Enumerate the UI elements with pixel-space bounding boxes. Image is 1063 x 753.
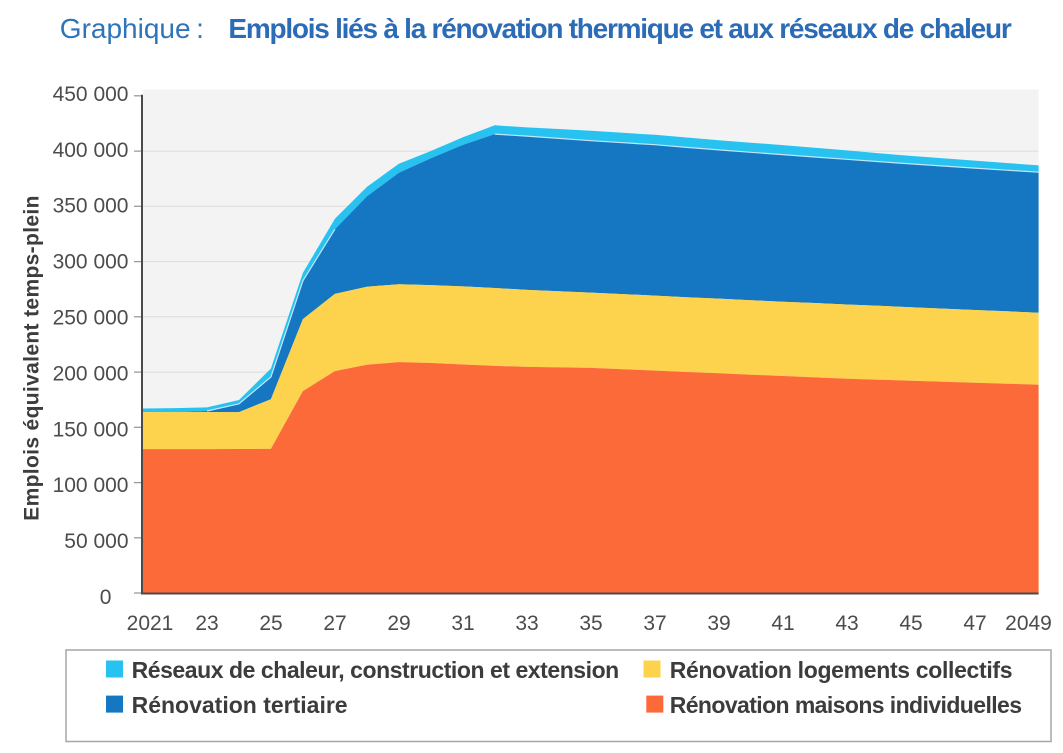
svg-text:27: 27 bbox=[323, 612, 346, 635]
svg-text:Rénovation maisons individuell: Rénovation maisons individuelles bbox=[670, 692, 1022, 718]
svg-text:31: 31 bbox=[451, 612, 474, 635]
svg-text:45: 45 bbox=[899, 612, 922, 635]
svg-text:Graphique :: Graphique : bbox=[60, 13, 204, 44]
svg-text:37: 37 bbox=[643, 612, 666, 635]
svg-text:Rénovation logements collectif: Rénovation logements collectifs bbox=[670, 657, 1013, 683]
svg-text:200 000: 200 000 bbox=[53, 362, 129, 385]
svg-text:2021: 2021 bbox=[127, 612, 174, 635]
svg-text:23: 23 bbox=[195, 612, 218, 635]
svg-text:Rénovation tertiaire: Rénovation tertiaire bbox=[132, 692, 348, 718]
svg-text:50 000: 50 000 bbox=[64, 530, 128, 553]
svg-text:39: 39 bbox=[707, 612, 730, 635]
svg-text:Emplois équivalent temps-plein: Emplois équivalent temps-plein bbox=[21, 195, 44, 521]
svg-text:29: 29 bbox=[387, 612, 410, 635]
svg-text:35: 35 bbox=[579, 612, 602, 635]
svg-text:300 000: 300 000 bbox=[53, 251, 129, 274]
svg-text:400 000: 400 000 bbox=[53, 139, 129, 162]
svg-text:150 000: 150 000 bbox=[53, 418, 129, 441]
svg-text:100 000: 100 000 bbox=[53, 474, 129, 497]
svg-text:33: 33 bbox=[515, 612, 538, 635]
svg-text:Réseaux de chaleur, constructi: Réseaux de chaleur, construction et exte… bbox=[132, 657, 619, 683]
svg-text:0: 0 bbox=[100, 586, 112, 609]
svg-text:41: 41 bbox=[771, 612, 794, 635]
svg-text:43: 43 bbox=[835, 612, 858, 635]
svg-text:25: 25 bbox=[259, 612, 282, 635]
svg-text:47: 47 bbox=[963, 612, 986, 635]
svg-text:2049: 2049 bbox=[1005, 612, 1052, 635]
svg-text:Emplois liés à la rénovation t: Emplois liés à la rénovation thermique e… bbox=[228, 13, 1011, 44]
svg-text:350 000: 350 000 bbox=[53, 195, 129, 218]
svg-text:250 000: 250 000 bbox=[53, 307, 129, 330]
svg-text:450 000: 450 000 bbox=[53, 83, 129, 106]
